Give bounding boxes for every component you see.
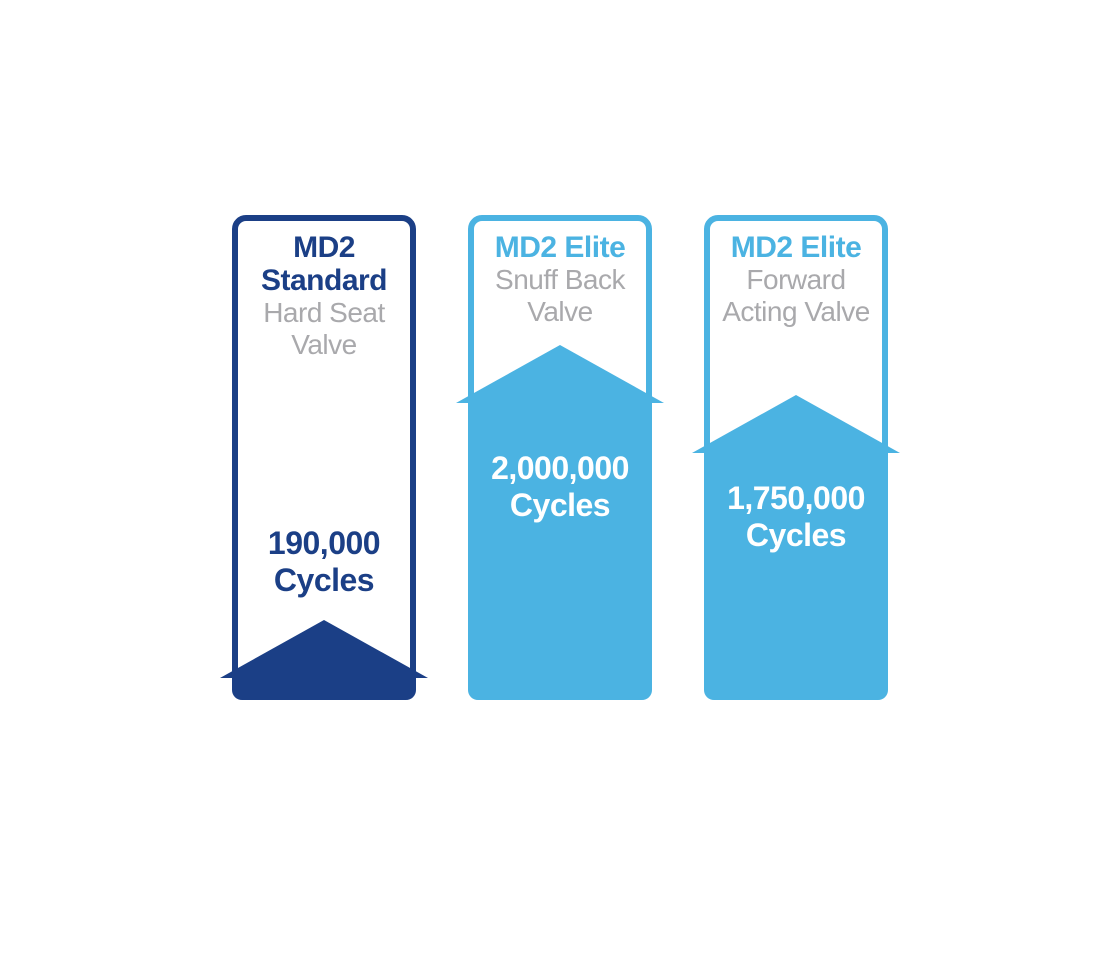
subtitle-line-1: Hard Seat xyxy=(232,297,416,329)
value-block: 2,000,000 Cycles xyxy=(468,450,652,524)
value-number: 2,000,000 xyxy=(468,450,652,487)
title-line-1: MD2 Elite xyxy=(704,231,888,264)
value-unit: Cycles xyxy=(704,517,888,554)
value-block: 1,750,000 Cycles xyxy=(704,480,888,554)
value-number: 1,750,000 xyxy=(704,480,888,517)
arrow-head xyxy=(220,620,428,678)
subtitle-line-2: Valve xyxy=(232,329,416,361)
title-line-1: MD2 xyxy=(232,231,416,264)
arrow-shaft xyxy=(232,678,416,700)
subtitle-line-2: Acting Valve xyxy=(704,296,888,328)
value-unit: Cycles xyxy=(468,487,652,524)
up-arrow-icon xyxy=(220,620,428,700)
title-block: MD2 Elite Snuff Back Valve xyxy=(468,221,652,328)
cycles-infographic: MD2 Standard Hard Seat Valve 190,000 Cyc… xyxy=(220,210,900,700)
arrow-head xyxy=(692,395,900,453)
subtitle-line-1: Forward xyxy=(704,264,888,296)
column-md2-elite-snuffback: MD2 Elite Snuff Back Valve 2,000,000 Cyc… xyxy=(456,215,664,700)
title-block: MD2 Elite Forward Acting Valve xyxy=(704,221,888,328)
title-line-1: MD2 Elite xyxy=(468,231,652,264)
title-line-2: Standard xyxy=(232,264,416,297)
column-md2-elite-forward: MD2 Elite Forward Acting Valve 1,750,000… xyxy=(692,215,900,700)
subtitle-line-1: Snuff Back xyxy=(468,264,652,296)
column-md2-standard: MD2 Standard Hard Seat Valve 190,000 Cyc… xyxy=(220,215,428,700)
arrow-head xyxy=(456,345,664,403)
arrow-shaft xyxy=(468,403,652,700)
subtitle-line-2: Valve xyxy=(468,296,652,328)
value-block: 190,000 Cycles xyxy=(232,525,416,599)
value-number: 190,000 xyxy=(232,525,416,562)
title-block: MD2 Standard Hard Seat Valve xyxy=(232,221,416,361)
value-unit: Cycles xyxy=(232,562,416,599)
